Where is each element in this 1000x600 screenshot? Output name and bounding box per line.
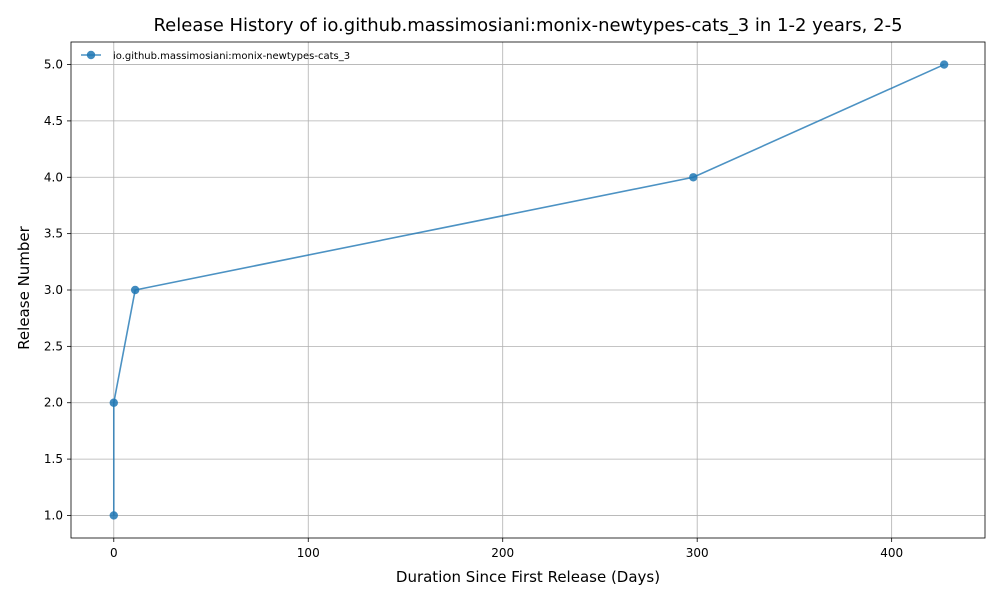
y-tick-label: 4.0 [44, 170, 63, 184]
grid [71, 42, 985, 538]
x-tick-label: 100 [297, 546, 320, 560]
y-tick-label: 1.0 [44, 508, 63, 522]
y-tick-label: 2.0 [44, 396, 63, 410]
y-tick-label: 5.0 [44, 58, 63, 72]
y-tick-label: 3.0 [44, 283, 63, 297]
x-axis-label: Duration Since First Release (Days) [396, 568, 660, 586]
x-tick-label: 0 [110, 546, 118, 560]
data-point [109, 511, 118, 520]
series-layer [109, 60, 949, 520]
x-tick-label: 200 [491, 546, 514, 560]
y-tick-label: 1.5 [44, 452, 63, 466]
legend: io.github.massimosiani:monix-newtypes-ca… [81, 50, 350, 62]
legend-marker [86, 50, 96, 60]
legend-label: io.github.massimosiani:monix-newtypes-ca… [113, 51, 350, 62]
x-tick-label: 400 [880, 546, 903, 560]
x-tick-label: 300 [686, 546, 709, 560]
y-axis-label: Release Number [15, 225, 33, 349]
y-tick-label: 3.5 [44, 227, 63, 241]
data-point [109, 398, 118, 407]
chart-title: Release History of io.github.massimosian… [153, 15, 902, 36]
y-tick-label: 2.5 [44, 339, 63, 353]
data-point [689, 173, 698, 182]
y-axis-ticks: 1.0 1.5 2.0 2.5 3.0 3.5 4.0 4.5 5.0 [44, 58, 71, 522]
data-point [939, 60, 949, 69]
y-tick-label: 4.5 [44, 114, 63, 128]
data-point [130, 285, 140, 295]
x-axis-ticks: 0 100 200 300 400 [110, 538, 903, 560]
